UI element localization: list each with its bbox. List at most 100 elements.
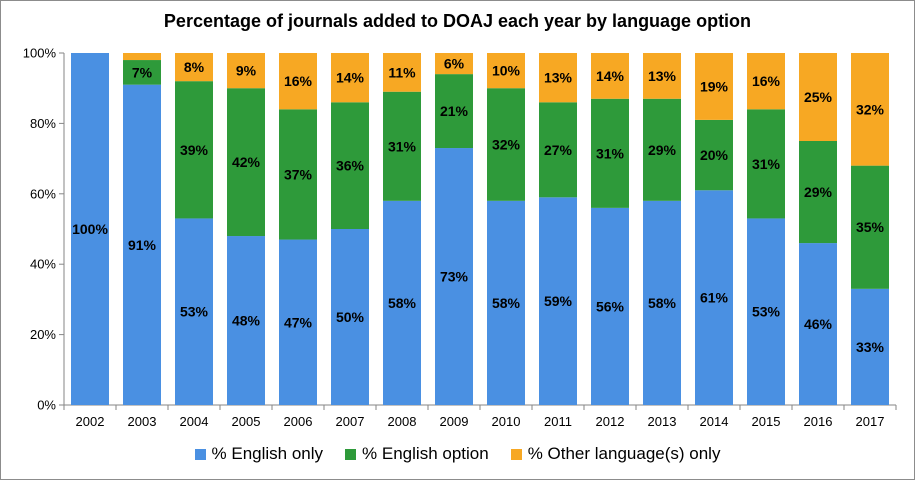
legend-item-other-language: % Other language(s) only — [510, 444, 721, 464]
bar-segment — [487, 200, 525, 405]
y-tick-label: 0% — [37, 398, 56, 413]
x-tick-label: 2014 — [700, 414, 729, 429]
x-tick-label: 2016 — [804, 414, 833, 429]
bar-segment — [123, 84, 161, 406]
bar-segment — [851, 53, 889, 166]
bar-segment — [747, 53, 785, 110]
bar-segment — [747, 109, 785, 219]
data-label: 58% — [492, 295, 521, 311]
y-tick-label: 40% — [30, 257, 56, 272]
bar-segment — [175, 53, 213, 82]
bar-segment — [487, 88, 525, 201]
data-label: 16% — [284, 73, 313, 89]
bar-segment — [851, 165, 889, 289]
data-label: 14% — [336, 70, 365, 86]
data-label: 39% — [180, 142, 209, 158]
data-label: 13% — [544, 70, 573, 86]
data-label: 35% — [856, 219, 885, 235]
y-tick-label: 100% — [23, 46, 57, 61]
data-label: 36% — [336, 158, 365, 174]
x-tick-label: 2005 — [232, 414, 261, 429]
data-label: 100% — [72, 221, 108, 237]
data-label: 58% — [388, 295, 417, 311]
bar-segment — [643, 200, 681, 405]
x-tick-label: 2012 — [596, 414, 625, 429]
bar-segment — [227, 53, 265, 89]
data-label: 6% — [444, 56, 465, 72]
bar-segment — [331, 102, 369, 229]
bar-segment — [643, 53, 681, 99]
bar-segment — [539, 53, 577, 103]
data-label: 59% — [544, 293, 573, 309]
bar-segment — [591, 53, 629, 99]
data-label: 9% — [236, 63, 257, 79]
data-label: 46% — [804, 316, 833, 332]
bar-segment — [383, 91, 421, 201]
legend-swatch-english-option — [345, 448, 357, 460]
data-label: 13% — [648, 68, 677, 84]
data-label: 31% — [388, 138, 417, 154]
legend-item-english-option: % English option — [345, 444, 489, 464]
bar-segment — [695, 53, 733, 120]
data-label: 29% — [648, 142, 677, 158]
data-label: 42% — [232, 154, 261, 170]
bar-segment — [383, 200, 421, 405]
x-tick-label: 2004 — [180, 414, 209, 429]
data-label: 31% — [596, 145, 625, 161]
data-label: 7% — [132, 64, 153, 80]
bar-segment — [279, 239, 317, 405]
y-tick-label: 60% — [30, 186, 56, 201]
legend-swatch-english-only — [194, 448, 206, 460]
y-tick-label: 80% — [30, 116, 56, 131]
bar-segment — [435, 148, 473, 406]
legend-label-english-option: % English option — [362, 444, 489, 463]
bar-segment — [175, 218, 213, 405]
data-label: 32% — [492, 137, 521, 153]
data-label: 31% — [752, 156, 781, 172]
bar-segment — [643, 98, 681, 201]
data-label: 20% — [700, 147, 729, 163]
bar-segment — [331, 53, 369, 103]
bar-segment — [799, 53, 837, 141]
data-label: 19% — [700, 78, 729, 94]
bar-segment — [279, 109, 317, 240]
data-label: 32% — [856, 101, 885, 117]
bar-segment — [695, 119, 733, 191]
bar-segment — [539, 197, 577, 405]
data-label: 14% — [596, 68, 625, 84]
data-label: 56% — [596, 298, 625, 314]
x-tick-label: 2015 — [752, 414, 781, 429]
bar-segment — [591, 207, 629, 405]
x-tick-label: 2008 — [388, 414, 417, 429]
bar-segment — [123, 60, 161, 85]
data-label: 91% — [128, 237, 157, 253]
data-label: 33% — [856, 339, 885, 355]
x-tick-label: 2003 — [128, 414, 157, 429]
bar-segment — [487, 53, 525, 89]
bar-segment — [383, 53, 421, 92]
x-tick-label: 2013 — [648, 414, 677, 429]
data-label: 58% — [648, 295, 677, 311]
legend-swatch-other-language — [510, 448, 522, 460]
bar-segment — [227, 88, 265, 237]
data-label: 37% — [284, 166, 313, 182]
data-label: 10% — [492, 63, 521, 79]
x-tick-label: 2010 — [492, 414, 521, 429]
bar-segment — [331, 229, 369, 405]
y-tick-label: 20% — [30, 327, 56, 342]
data-label: 29% — [804, 184, 833, 200]
x-tick-label: 2011 — [544, 414, 572, 429]
chart-plot: 100% 91% 7% 53% 39% 8% 48% 42% 9% 47% 37% 16% 50% 36%… — [23, 46, 897, 429]
bar-segment — [71, 53, 109, 405]
x-tick-label: 2002 — [76, 414, 105, 429]
x-tick-label: 2009 — [440, 414, 469, 429]
data-label: 27% — [544, 142, 573, 158]
bar-segment — [227, 236, 265, 405]
legend-item-english-only: % English only — [194, 444, 323, 464]
x-tick-label: 2017 — [856, 414, 885, 429]
bar-segment — [799, 243, 837, 405]
data-label: 21% — [440, 103, 469, 119]
bar-segment — [591, 98, 629, 208]
legend-label-other-language: % Other language(s) only — [527, 444, 721, 463]
x-tick-label: 2006 — [284, 414, 313, 429]
